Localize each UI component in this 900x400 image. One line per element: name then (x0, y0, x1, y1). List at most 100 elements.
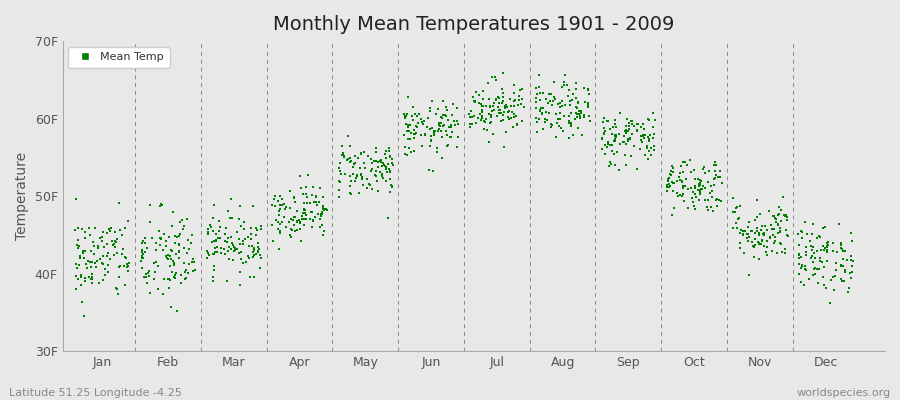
Point (369, 144, 383, 151)
Point (210, 249, 224, 255)
Point (605, 142, 619, 148)
Point (344, 178, 358, 184)
Point (474, 112, 489, 119)
Point (820, 249, 834, 255)
Point (168, 233, 183, 240)
Point (767, 239, 781, 246)
Point (290, 218, 304, 225)
Point (251, 244, 266, 250)
Point (172, 255, 186, 261)
Point (446, 100, 460, 107)
Point (310, 211, 325, 217)
Point (706, 208, 720, 214)
Point (634, 133, 648, 140)
Point (214, 250, 229, 256)
Point (350, 171, 365, 178)
Point (440, 106, 454, 113)
Point (451, 134, 465, 140)
Point (287, 199, 302, 205)
Point (676, 184, 690, 191)
Point (163, 263, 177, 269)
Point (806, 243, 820, 250)
Point (798, 243, 813, 250)
Point (700, 179, 715, 185)
Point (601, 118, 616, 125)
Point (675, 179, 689, 186)
Point (582, 113, 597, 119)
Point (230, 229, 244, 236)
Point (557, 82, 572, 88)
Point (250, 227, 265, 234)
Point (756, 231, 770, 237)
Point (675, 177, 689, 184)
Point (398, 114, 412, 121)
Point (477, 126, 491, 132)
Point (441, 142, 455, 148)
Point (410, 124, 424, 131)
Point (825, 240, 840, 246)
Point (335, 152, 349, 158)
Point (423, 136, 437, 143)
Point (554, 98, 569, 104)
Point (805, 231, 819, 238)
Point (100, 253, 114, 259)
Point (92, 280, 106, 286)
Point (598, 142, 612, 148)
Point (496, 97, 510, 104)
Point (70, 264, 85, 271)
Point (625, 118, 639, 124)
Point (222, 244, 237, 251)
Point (237, 226, 251, 233)
Point (548, 110, 562, 117)
Point (564, 110, 579, 116)
Point (706, 188, 720, 194)
Point (757, 232, 771, 238)
Point (691, 197, 706, 204)
Point (494, 100, 508, 106)
Point (554, 84, 569, 90)
Point (378, 162, 392, 169)
Point (507, 114, 521, 120)
Point (644, 151, 658, 158)
Point (768, 238, 782, 244)
Point (221, 248, 236, 254)
Point (416, 121, 430, 128)
Point (833, 245, 848, 251)
Point (177, 276, 192, 282)
Point (574, 108, 589, 114)
Point (140, 245, 154, 251)
Point (552, 116, 566, 122)
Point (88, 260, 103, 266)
Point (619, 123, 634, 130)
Point (100, 230, 114, 236)
Point (87, 243, 102, 249)
Point (773, 228, 788, 235)
Point (800, 231, 814, 237)
Point (265, 202, 279, 208)
Point (348, 160, 363, 166)
Point (206, 215, 220, 221)
Point (173, 231, 187, 237)
Point (290, 208, 304, 214)
Point (622, 120, 636, 126)
Point (512, 96, 526, 103)
Point (116, 246, 130, 252)
Point (807, 250, 822, 256)
Point (620, 116, 634, 122)
Point (70, 225, 85, 232)
Point (530, 129, 544, 135)
Point (315, 211, 329, 218)
Point (353, 165, 367, 172)
Point (805, 247, 819, 254)
Point (273, 193, 287, 200)
Point (835, 256, 850, 262)
Point (792, 252, 806, 258)
Point (147, 276, 161, 282)
Point (810, 234, 824, 241)
Point (297, 222, 311, 228)
Point (833, 242, 848, 249)
Point (543, 98, 557, 104)
Point (636, 121, 651, 128)
Point (283, 205, 297, 211)
Point (369, 149, 383, 155)
